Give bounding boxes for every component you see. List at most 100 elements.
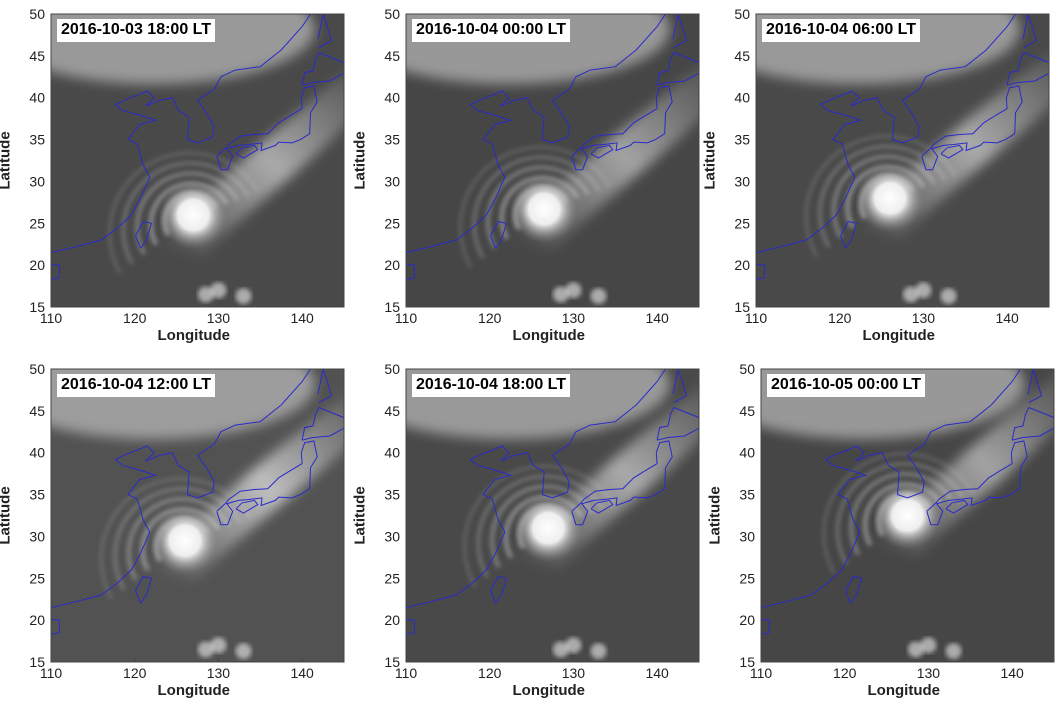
coastline [490,221,508,249]
x-tick-label: 130 [917,665,941,681]
y-tick-label: 20 [29,612,45,628]
x-tick-label: 120 [833,665,857,681]
coastline [51,618,60,635]
coastline [406,369,666,609]
coastline [761,369,1021,609]
y-tick-label: 50 [29,361,45,377]
y-tick-label: 35 [384,132,400,148]
y-tick-label: 20 [384,257,400,273]
plot-frame [405,13,700,308]
y-tick-label: 35 [734,132,750,148]
y-tick-label: 30 [384,173,400,189]
y-tick-label: 45 [384,48,400,64]
x-tick-label: 110 [40,665,63,681]
y-axis-label: Latitude [351,130,369,190]
x-axis-label: Longitude [512,682,585,699]
y-tick-label: 30 [739,528,755,544]
coastline [406,14,666,254]
coastline [590,144,614,159]
coastline [135,576,153,604]
y-tick-label: 25 [384,570,400,586]
y-axis-label: Latitude [351,485,369,545]
x-tick-label: 130 [912,310,936,326]
x-tick-label: 120 [478,310,502,326]
y-tick-label: 25 [734,215,750,231]
x-tick-label: 130 [562,310,586,326]
plot-frame [760,368,1055,663]
coastline [756,263,765,280]
y-tick-label: 50 [384,361,400,377]
coastline [216,440,318,526]
coastline [571,85,673,171]
x-tick-label: 120 [123,665,147,681]
y-tick-label: 50 [734,6,750,22]
y-tick-label: 15 [734,299,750,315]
panel-timestamp: 2016-10-04 18:00 LT [412,374,571,397]
coastline [235,499,259,514]
x-tick-label: 110 [395,310,418,326]
panel-timestamp: 2016-10-05 00:00 LT [767,374,926,397]
y-tick-label: 35 [739,487,755,503]
panel-timestamp: 2016-10-04 06:00 LT [762,19,921,42]
x-tick-label: 130 [562,665,586,681]
y-tick-label: 35 [384,487,400,503]
coastline [590,499,614,514]
coastline [756,14,1016,254]
y-tick-label: 30 [384,528,400,544]
coastline [656,51,699,86]
x-tick-label: 120 [478,665,502,681]
plot-frame [405,368,700,663]
y-tick-label: 40 [734,90,750,106]
plot-frame [50,368,345,663]
coastline [571,440,673,526]
coastline [845,576,863,604]
y-tick-label: 30 [734,173,750,189]
y-tick-label: 45 [739,403,755,419]
y-tick-label: 20 [384,612,400,628]
panel-timestamp: 2016-10-03 18:00 LT [57,19,216,42]
y-tick-label: 20 [734,257,750,273]
coastline [406,263,415,280]
y-tick-label: 25 [384,215,400,231]
x-tick-label: 140 [645,310,669,326]
x-axis-label: Longitude [867,682,940,699]
y-tick-label: 45 [734,48,750,64]
x-tick-label: 110 [395,665,418,681]
x-tick-label: 140 [995,310,1019,326]
coastline [672,14,687,48]
y-tick-label: 15 [29,654,45,670]
satellite-panel: 110 120 130 140 15 20 25 30 35 40 45 50 2016-10-05 0… [0,0,1055,699]
coastline [1027,369,1042,403]
y-tick-label: 20 [739,612,755,628]
plot-frame [755,13,1050,308]
x-axis-label: Longitude [157,327,230,344]
coastline [317,369,332,403]
coastline [921,85,1023,171]
x-tick-label: 130 [207,665,231,681]
y-axis-label: Latitude [706,485,724,545]
x-tick-label: 140 [645,665,669,681]
y-tick-label: 40 [29,445,45,461]
x-axis-label: Longitude [862,327,935,344]
x-tick-label: 140 [1000,665,1024,681]
y-tick-label: 15 [739,654,755,670]
coastline [926,440,1028,526]
y-tick-label: 50 [384,6,400,22]
coastline [1011,406,1054,441]
panel-timestamp: 2016-10-04 00:00 LT [412,19,571,42]
coastline [1022,14,1037,48]
y-tick-label: 30 [29,528,45,544]
coastline [672,369,687,403]
coastline [490,576,508,604]
coastline [301,406,344,441]
y-tick-label: 40 [384,445,400,461]
coastline [761,618,770,635]
y-axis-label: Latitude [0,485,14,545]
coastline [1006,51,1049,86]
y-tick-label: 25 [739,570,755,586]
coastline [945,499,969,514]
x-tick-label: 110 [750,665,773,681]
coastline [940,144,964,159]
